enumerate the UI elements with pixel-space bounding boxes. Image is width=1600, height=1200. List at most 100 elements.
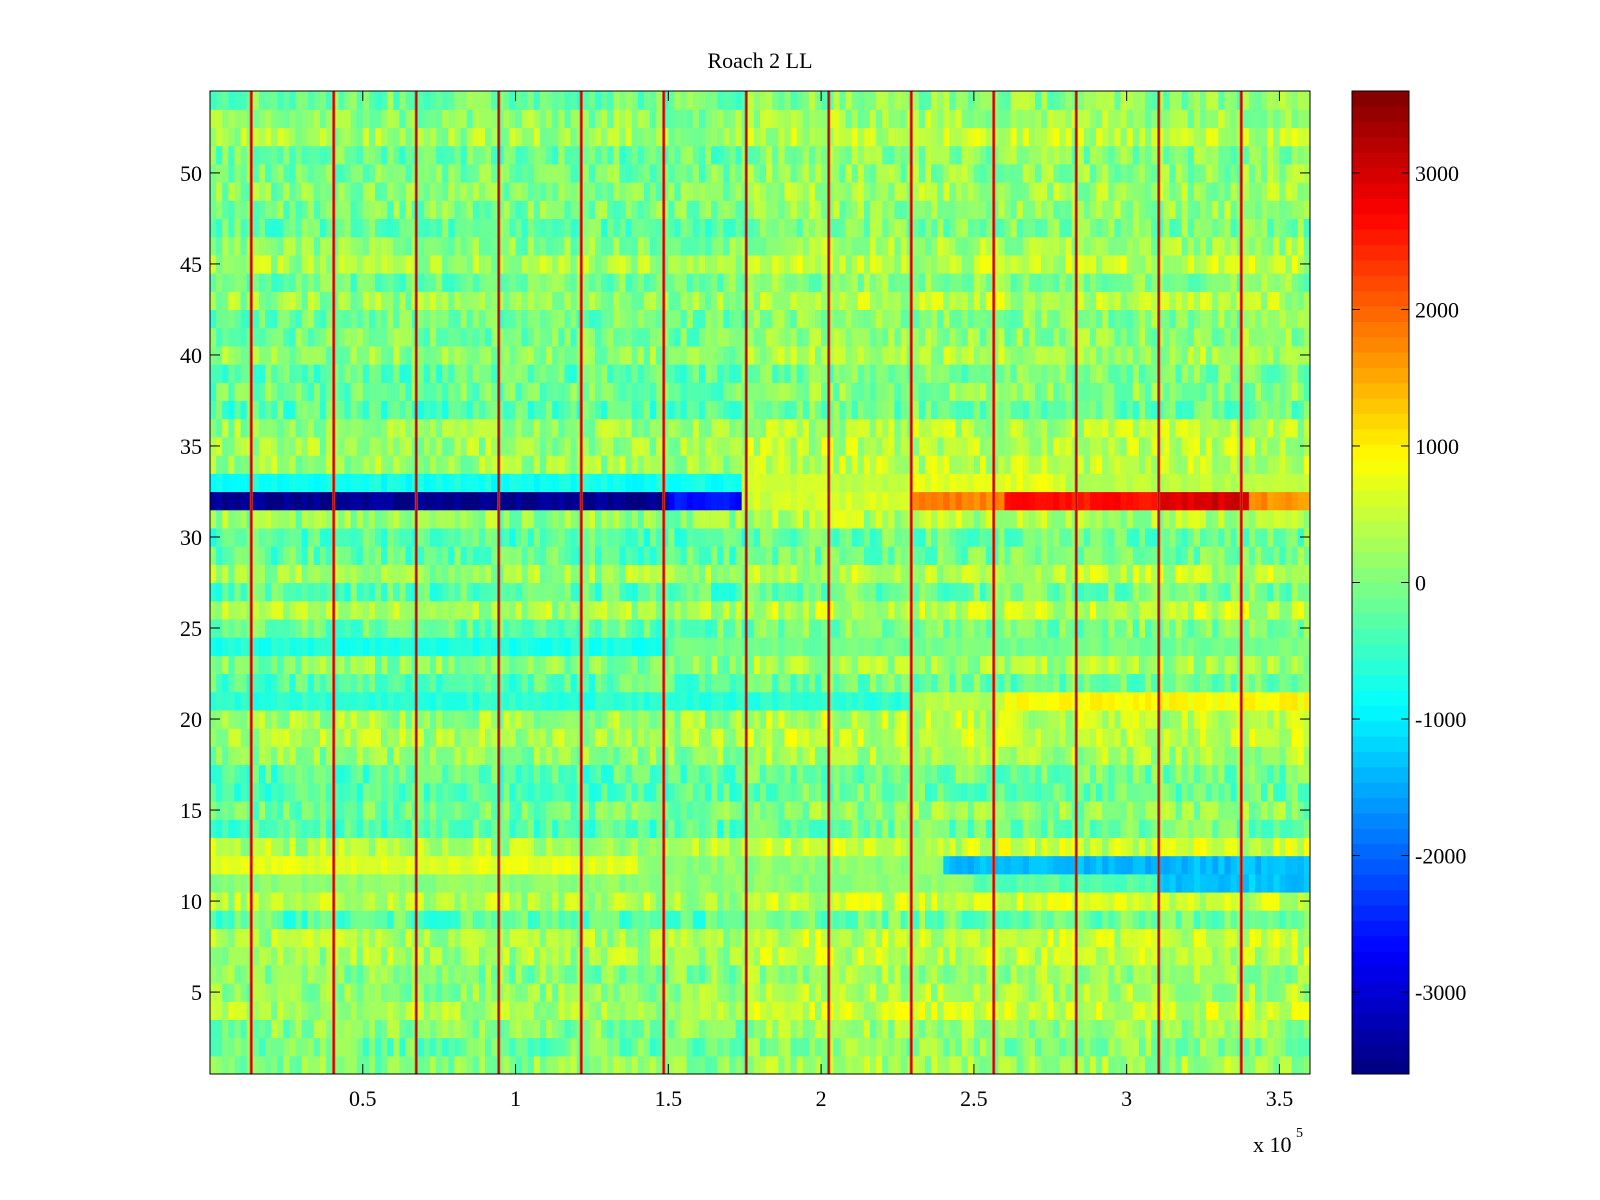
heatmap-cell (423, 618, 431, 638)
heatmap-cell (210, 637, 217, 656)
heatmap-cell (601, 819, 608, 838)
heatmap-cell (851, 819, 859, 838)
heatmap-cell (271, 982, 278, 1002)
heatmap-cell (1291, 946, 1299, 966)
heatmap-cell (454, 673, 462, 693)
heatmap-cell (967, 873, 975, 893)
heatmap-cell (723, 564, 731, 584)
heatmap-cell (326, 782, 333, 802)
heatmap-cell (705, 891, 712, 911)
heatmap-cell (955, 873, 963, 893)
heatmap-cell (271, 1055, 278, 1074)
heatmap-cell (674, 782, 682, 802)
heatmap-cell (478, 691, 486, 711)
heatmap-cell (1248, 964, 1256, 984)
heatmap-cell (735, 891, 743, 911)
heatmap-cell (674, 600, 682, 620)
heatmap-cell (222, 673, 229, 693)
heatmap-cell (662, 782, 669, 802)
heatmap-cell (839, 946, 847, 966)
heatmap-cell (430, 855, 437, 875)
heatmap-cell (332, 1001, 339, 1020)
heatmap-cell (955, 891, 963, 911)
heatmap-cell (650, 982, 657, 1002)
heatmap-cell (417, 637, 425, 656)
heatmap-cell (1010, 855, 1018, 875)
heatmap-cell (228, 982, 236, 1002)
heatmap-cell (802, 1037, 810, 1057)
heatmap-cell (1279, 1001, 1287, 1020)
heatmap-cell (1297, 782, 1305, 802)
heatmap-cell (564, 746, 572, 766)
heatmap-cell (381, 637, 388, 656)
heatmap-cell (1285, 800, 1293, 820)
heatmap-cell (937, 1001, 944, 1020)
heatmap-cell (784, 600, 792, 620)
heatmap-cell (350, 564, 358, 584)
heatmap-cell (1120, 600, 1128, 620)
heatmap-cell (931, 1055, 938, 1074)
heatmap-cell (784, 1001, 792, 1020)
heatmap-cell (515, 655, 523, 675)
heatmap-cell (1047, 1001, 1054, 1020)
heatmap-cell (1077, 964, 1085, 984)
heatmap-cell (478, 800, 486, 820)
heatmap-cell (338, 728, 346, 747)
heatmap-cell (802, 855, 810, 875)
heatmap-cell (595, 600, 602, 620)
heatmap-cell (540, 819, 547, 838)
heatmap-cell (790, 691, 798, 711)
heatmap-cell (943, 800, 951, 820)
heatmap-cell (1230, 1055, 1238, 1074)
heatmap-cell (735, 673, 743, 693)
heatmap-cell (460, 691, 468, 711)
heatmap-cell (1120, 673, 1128, 693)
heatmap-cell (1218, 691, 1226, 711)
heatmap-cell (1028, 1055, 1036, 1074)
heatmap-cell (313, 655, 321, 675)
heatmap-cell (442, 837, 449, 857)
heatmap-cell (931, 1001, 938, 1020)
heatmap-cell (430, 691, 437, 711)
heatmap-cell (307, 800, 315, 820)
heatmap-cell (375, 637, 382, 656)
heatmap-cell (949, 782, 957, 802)
heatmap-cell (405, 764, 413, 784)
heatmap-cell (717, 964, 724, 984)
heatmap-cell (680, 946, 688, 966)
heatmap-cell (375, 564, 382, 584)
heatmap-cell (466, 1055, 474, 1074)
heatmap-cell (1059, 855, 1067, 875)
heatmap-cell (472, 928, 480, 948)
heatmap-cell (943, 746, 951, 766)
heatmap-cell (485, 928, 492, 948)
heatmap-cell (1218, 855, 1226, 875)
heatmap-cell (216, 910, 223, 929)
heatmap-cell (815, 618, 822, 638)
heatmap-cell (686, 982, 694, 1002)
heatmap-cell (998, 837, 1006, 857)
heatmap-cell (533, 1055, 541, 1074)
heatmap-cell (228, 600, 236, 620)
heatmap-cell (222, 637, 229, 656)
heatmap-cell (967, 837, 975, 857)
heatmap-cell (1206, 691, 1213, 711)
heatmap-cell (558, 1055, 566, 1074)
heatmap-cell (882, 891, 889, 911)
heatmap-cell (546, 819, 553, 838)
heatmap-cell (234, 1019, 242, 1039)
heatmap-cell (313, 982, 321, 1002)
heatmap-cell (338, 691, 346, 711)
heatmap-cell (1279, 1055, 1287, 1074)
heatmap-cell (607, 1001, 614, 1020)
heatmap-cell (527, 982, 535, 1002)
heatmap-cell (1022, 964, 1030, 984)
heatmap-cell (478, 946, 486, 966)
heatmap-cell (692, 673, 700, 693)
heatmap-cell (601, 764, 608, 784)
heatmap-cell (918, 618, 926, 638)
heatmap-cell (637, 946, 645, 966)
heatmap-cell (356, 564, 364, 584)
heatmap-cell (387, 1037, 394, 1057)
